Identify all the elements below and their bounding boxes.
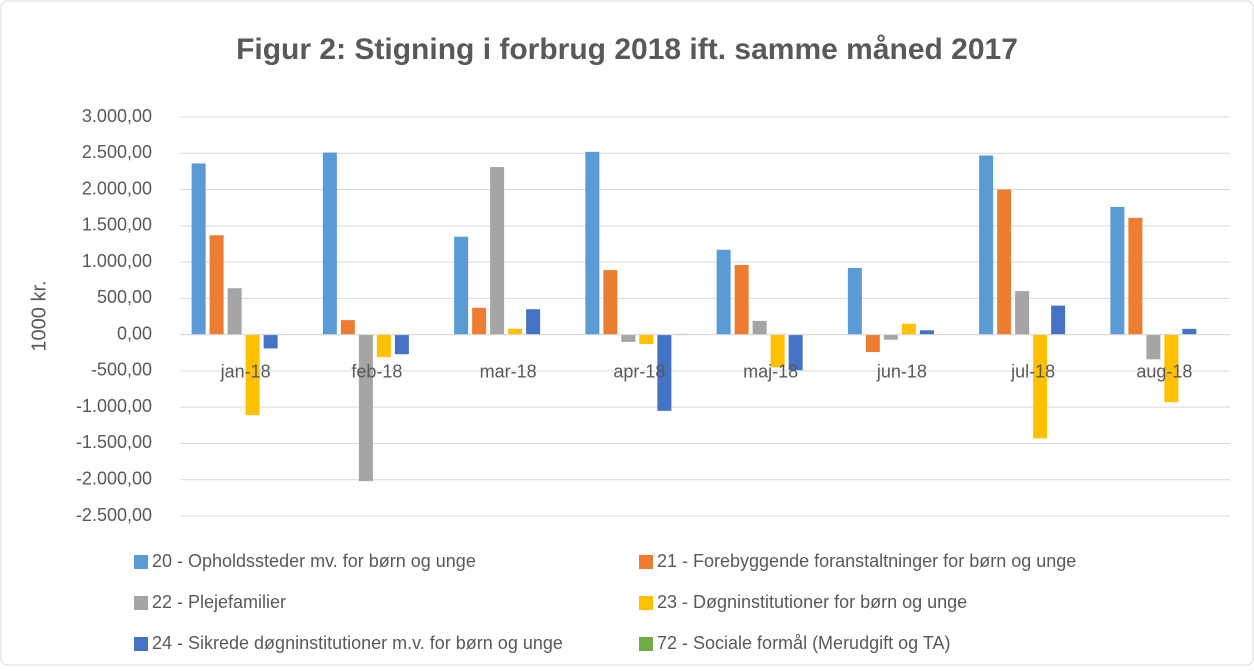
bar: [508, 329, 522, 335]
bar: [902, 324, 916, 335]
y-tick-label: 2.000,00: [82, 178, 152, 198]
bar: [1110, 207, 1124, 335]
bar: [526, 309, 540, 334]
bar: [490, 167, 504, 335]
x-tick-label: aug-18: [1136, 361, 1192, 381]
bar: [1182, 329, 1196, 335]
y-tick-label: -1.000,00: [76, 396, 152, 416]
y-tick-label: -2.000,00: [76, 468, 152, 488]
bar: [639, 335, 653, 344]
bar: [472, 308, 486, 335]
legend-swatch: [639, 596, 653, 610]
y-tick-label: 0,00: [117, 323, 152, 343]
bar: [264, 335, 278, 349]
bar: [359, 335, 373, 482]
bar: [997, 190, 1011, 335]
bar: [192, 163, 206, 334]
bar: [1146, 335, 1160, 360]
bar: [341, 320, 355, 335]
y-tick-label: 1.000,00: [82, 251, 152, 271]
legend-label: 23 - Døgninstitutioner for børn og unge: [657, 592, 967, 612]
bar: [603, 270, 617, 335]
x-tick-label: jun-18: [876, 361, 927, 381]
bar: [377, 335, 391, 357]
legend-swatch: [134, 555, 148, 569]
bar: [717, 250, 731, 335]
chart-title: Figur 2: Stigning i forbrug 2018 ift. sa…: [236, 33, 1018, 66]
y-tick-label: 1.500,00: [82, 215, 152, 235]
x-tick-label: mar-18: [480, 361, 537, 381]
legend-label: 20 - Opholdssteder mv. for børn og unge: [152, 551, 476, 571]
bar: [210, 235, 224, 334]
bar: [454, 237, 468, 335]
bar: [920, 330, 934, 334]
bar: [884, 335, 898, 340]
bar: [866, 335, 880, 352]
x-tick-label: apr-18: [613, 361, 665, 381]
y-axis-title: 1000 kr.: [28, 280, 50, 351]
bar: [979, 155, 993, 334]
x-tick-label: maj-18: [743, 361, 798, 381]
bar: [753, 321, 767, 335]
legend-label: 72 - Sociale formål (Merudgift og TA): [657, 633, 950, 653]
x-tick-label: jan-18: [220, 361, 271, 381]
y-tick-label: -2.500,00: [76, 505, 152, 525]
legend-label: 24 - Sikrede døgninstitutioner m.v. for …: [152, 633, 563, 653]
bar: [848, 268, 862, 335]
y-tick-label: 3.000,00: [82, 106, 152, 126]
bar: [1033, 335, 1047, 439]
bar: [1051, 306, 1065, 335]
legend-label: 21 - Forebyggende foranstaltninger for b…: [657, 551, 1076, 571]
legend-swatch: [639, 555, 653, 569]
x-tick-label: jul-18: [1010, 361, 1055, 381]
bar: [228, 288, 242, 334]
y-tick-label: 500,00: [97, 287, 152, 307]
bar: [395, 335, 409, 355]
x-tick-label: feb-18: [351, 361, 402, 381]
legend-swatch: [134, 596, 148, 610]
bar: [1128, 218, 1142, 335]
bar: [585, 152, 599, 335]
y-tick-label: -1.500,00: [76, 432, 152, 452]
legend-swatch: [639, 637, 653, 651]
y-tick-label: 2.500,00: [82, 142, 152, 162]
y-tick-label: -500,00: [91, 360, 152, 380]
legend-swatch: [134, 637, 148, 651]
bar: [323, 153, 337, 335]
bar: [621, 335, 635, 342]
bar: [1015, 291, 1029, 335]
bar: [735, 265, 749, 335]
legend-label: 22 - Plejefamilier: [152, 592, 286, 612]
